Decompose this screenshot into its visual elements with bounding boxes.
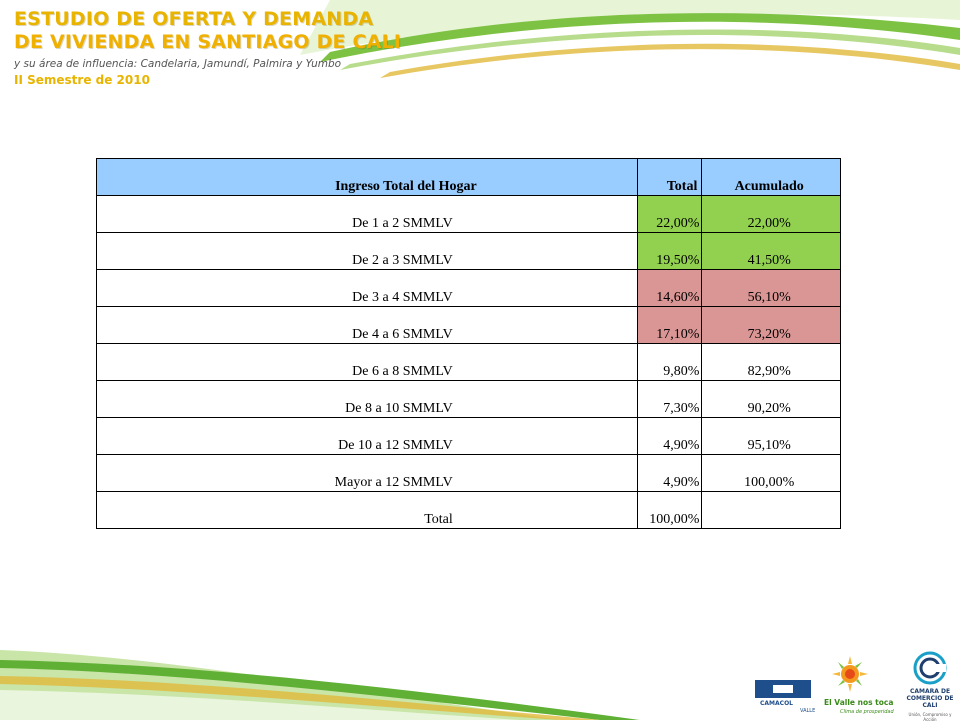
slide-header: ESTUDIO DE OFERTA Y DEMANDA DE VIVIENDA …: [14, 8, 401, 88]
row-total: 14,60%: [636, 269, 703, 307]
row-label: Mayor a 12 SMMLV: [96, 454, 638, 492]
table-row: De 1 a 2 SMMLV 22,00% 22,00%: [96, 195, 841, 233]
sponsor-logos: CAMACOL VALLE El Valle nos toca Clima de…: [755, 640, 960, 722]
row-label: De 10 a 12 SMMLV: [96, 417, 638, 455]
table-row: De 6 a 8 SMMLV 9,80% 82,90%: [96, 343, 841, 381]
total-label: Total: [96, 491, 638, 529]
row-total: 22,00%: [636, 195, 703, 233]
valle-sub: Clima de prosperidad: [840, 709, 894, 715]
table-row: De 10 a 12 SMMLV 4,90% 95,10%: [96, 417, 841, 455]
row-acumulado: 90,20%: [701, 380, 841, 418]
header-acumulado: Acumulado: [701, 158, 841, 196]
sun-logo-icon: [832, 656, 868, 692]
header-ingreso: Ingreso Total del Hogar: [96, 158, 638, 196]
camacol-sub: VALLE: [800, 708, 816, 714]
row-label: De 1 a 2 SMMLV: [96, 195, 638, 233]
semester-label: II Semestre de 2010: [14, 73, 150, 87]
total-value: 100,00%: [636, 491, 703, 529]
row-acumulado: 100,00%: [701, 454, 841, 492]
row-total: 7,30%: [636, 380, 703, 418]
table-row: Mayor a 12 SMMLV 4,90% 100,00%: [96, 454, 841, 492]
row-total: 4,90%: [636, 417, 703, 455]
row-acumulado: 56,10%: [701, 269, 841, 307]
row-label: De 3 a 4 SMMLV: [96, 269, 638, 307]
row-total: 9,80%: [636, 343, 703, 381]
camara-logo-icon: [913, 651, 947, 685]
table-total-row: Total 100,00%: [96, 491, 841, 529]
row-acumulado: 22,00%: [701, 195, 841, 233]
camacol-label: CAMACOL: [760, 700, 793, 707]
row-total: 19,50%: [636, 232, 703, 270]
total-acumulado: [701, 491, 841, 529]
row-label: De 4 a 6 SMMLV: [96, 306, 638, 344]
row-label: De 2 a 3 SMMLV: [96, 232, 638, 270]
table-row: De 2 a 3 SMMLV 19,50% 41,50%: [96, 232, 841, 270]
income-table: Ingreso Total del Hogar Total Acumulado …: [96, 158, 841, 529]
row-label: De 6 a 8 SMMLV: [96, 343, 638, 381]
row-total: 4,90%: [636, 454, 703, 492]
row-acumulado: 95,10%: [701, 417, 841, 455]
camara-sub: Unión, Compromiso y Acción: [908, 712, 952, 722]
camara-label: CAMARA DE COMERCIO DE CALI: [906, 688, 954, 709]
title-line-2: DE VIVIENDA EN SANTIAGO DE CALI: [14, 31, 402, 53]
header-total: Total: [636, 158, 703, 196]
row-acumulado: 73,20%: [701, 306, 841, 344]
row-acumulado: 82,90%: [701, 343, 841, 381]
camacol-logo-icon: [755, 680, 811, 698]
table-row: De 8 a 10 SMMLV 7,30% 90,20%: [96, 380, 841, 418]
subtitle: y su área de influencia: Candelaria, Jam…: [14, 58, 342, 70]
row-label: De 8 a 10 SMMLV: [96, 380, 638, 418]
row-acumulado: 41,50%: [701, 232, 841, 270]
table-row: De 3 a 4 SMMLV 14,60% 56,10%: [96, 269, 841, 307]
row-total: 17,10%: [636, 306, 703, 344]
valle-label: El Valle nos toca: [824, 698, 894, 707]
table-row: De 4 a 6 SMMLV 17,10% 73,20%: [96, 306, 841, 344]
title-line-1: ESTUDIO DE OFERTA Y DEMANDA: [14, 8, 374, 30]
table-header-row: Ingreso Total del Hogar Total Acumulado: [96, 158, 841, 196]
